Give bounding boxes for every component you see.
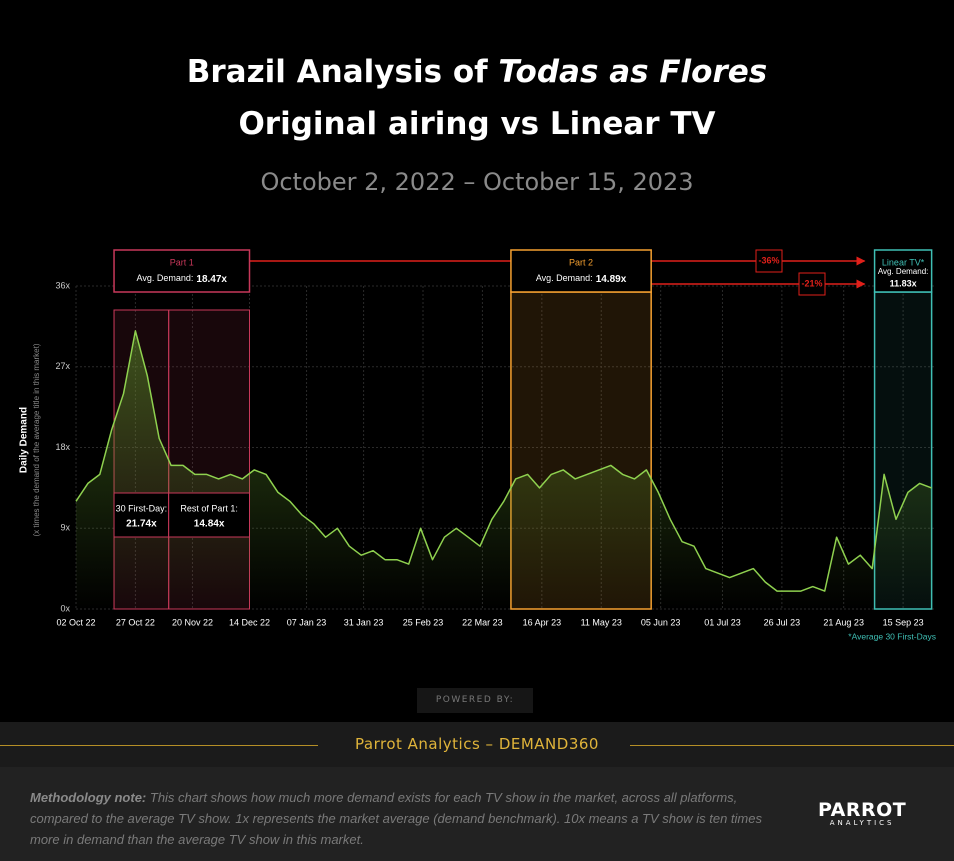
footnote: *Average 30 First-Days [848, 631, 936, 641]
y-axis-sublabel: (x times the demand of the average title… [32, 343, 41, 536]
x-tick-label: 22 Mar 23 [462, 617, 503, 627]
x-tick-label: 25 Feb 23 [403, 617, 444, 627]
logo-text: PARROT [818, 799, 907, 821]
arrow-label: -36% [758, 255, 779, 265]
x-tick-label: 27 Oct 22 [116, 617, 155, 627]
subtitle: October 2, 2022 – October 15, 2023 [260, 168, 694, 196]
footer-note-area: Methodology note: This chart shows how m… [0, 767, 954, 861]
x-tick-label: 26 Jul 23 [764, 617, 801, 627]
arrow-label-box [755, 249, 783, 273]
region-avg-label: Avg. Demand: [536, 273, 593, 283]
region-label: Part 1 [170, 257, 194, 267]
rule [0, 745, 318, 746]
x-tick-label: 01 Jul 23 [704, 617, 741, 627]
area [76, 330, 932, 609]
title-italic: Todas as Flores [498, 54, 768, 90]
x-tick-label: 11 May 23 [581, 617, 622, 627]
x-tick-label: 14 Dec 22 [229, 617, 270, 627]
x-tick-label: 02 Oct 22 [56, 617, 95, 627]
powered-by: POWERED BY: [417, 688, 533, 713]
logo: PARROT ANALYTICS [818, 799, 906, 827]
region-avg-value: 14.89x [596, 274, 627, 285]
brand: Parrot Analytics – DEMAND360 [355, 735, 599, 753]
subregion-label: 30 First-Day: [116, 503, 168, 513]
y-tick-label: 9x [60, 523, 70, 533]
region-avg-label: Avg. Demand: [137, 273, 194, 283]
x-tick-label: 21 Aug 23 [823, 617, 864, 627]
subregion-label-box [168, 492, 251, 538]
title-line-1: Brazil Analysis of Todas as Flores [0, 54, 954, 90]
logo-sub: ANALYTICS [829, 819, 895, 827]
methodology-note: Methodology note: This chart shows how m… [30, 787, 775, 850]
x-tick-label: 15 Sep 23 [883, 617, 924, 627]
subregion-value: 14.84x [194, 519, 225, 530]
region-avg: Avg. Demand: 18.47x [137, 273, 228, 284]
region-label: Part 2 [569, 257, 593, 267]
region-avg-value: 18.47x [196, 274, 227, 285]
y-tick-label: 27x [55, 361, 70, 371]
y-axis-label: Daily Demand [19, 407, 30, 473]
y-tick-label: 0x [60, 603, 70, 613]
rule [630, 745, 954, 746]
x-tick-label: 07 Jan 23 [287, 617, 327, 627]
arrow-label: -21% [801, 278, 822, 288]
chart: Daily Demand (x times the demand of the … [19, 249, 936, 641]
title-line-2: Original airing vs Linear TV [238, 106, 716, 142]
note-label: Methodology note: [30, 790, 147, 805]
region-header [113, 249, 251, 293]
x-tick-label: 05 Jun 23 [641, 617, 681, 627]
x-tick-label: 16 Apr 23 [523, 617, 562, 627]
note-text: This chart shows how much more demand ex… [30, 790, 762, 847]
x-tick-label: 20 Nov 22 [172, 617, 213, 627]
arrow-label-box [798, 272, 826, 296]
region-label: Linear TV* [882, 257, 925, 267]
subregion-label: Rest of Part 1: [180, 503, 238, 513]
line [75, 330, 932, 592]
y-tick-label: 36x [55, 280, 70, 290]
title-prefix: Brazil Analysis of [186, 54, 499, 90]
subregion-value: 21.74x [126, 519, 157, 530]
region-header [510, 249, 652, 293]
region-avg-value: 11.83x [890, 278, 917, 288]
region-header [873, 249, 933, 293]
subregion-label-box [113, 492, 170, 538]
region-avg-label: Avg. Demand: [878, 267, 929, 276]
footer-band: Parrot Analytics – DEMAND360 [0, 722, 954, 767]
region-avg: Avg. Demand: 14.89x [536, 273, 627, 284]
y-tick-label: 18x [55, 442, 70, 452]
x-tick-label: 31 Jan 23 [344, 617, 384, 627]
